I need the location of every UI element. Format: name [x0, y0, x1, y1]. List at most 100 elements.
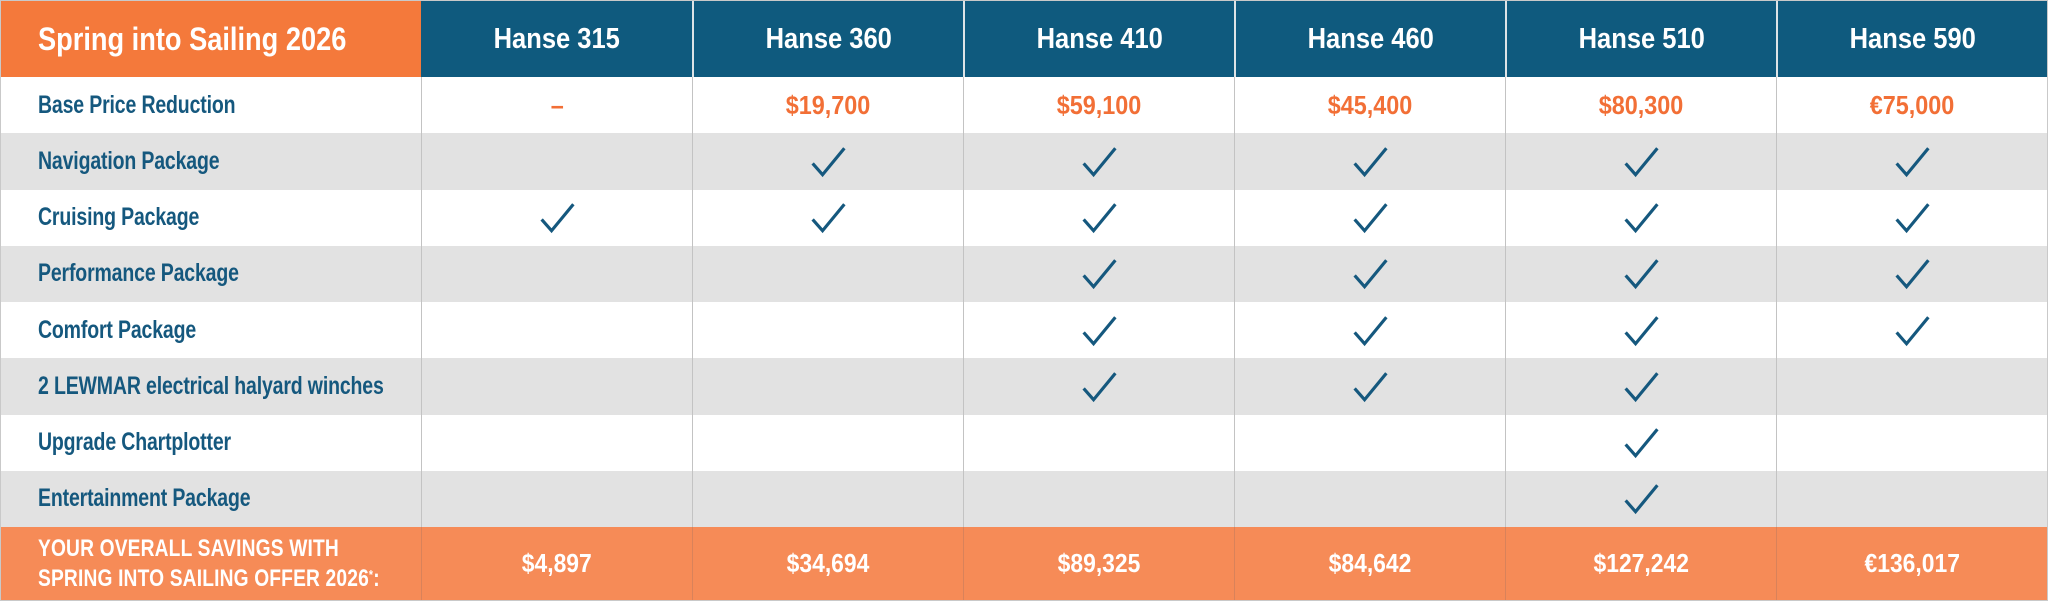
cell-upgrade-chartplotter-hanse-315 — [421, 414, 692, 471]
checkmark-icon — [1623, 259, 1659, 290]
checkmark-icon — [1623, 203, 1659, 234]
checkmark-icon — [1081, 203, 1117, 234]
cell-comfort-package-hanse-460 — [1234, 302, 1505, 359]
cell-upgrade-chartplotter-hanse-510 — [1505, 414, 1776, 471]
checkmark-icon — [1623, 428, 1659, 459]
cell-2-lewmar-electrical-halyard-winches-hanse-360 — [692, 358, 963, 415]
cell-entertainment-package-hanse-360 — [692, 470, 963, 527]
cell-upgrade-chartplotter-hanse-460 — [1234, 414, 1505, 471]
row-label-navigation-package: Navigation Package — [1, 133, 421, 190]
checkmark-icon — [1081, 315, 1117, 346]
cell-performance-package-hanse-360 — [692, 245, 963, 302]
footer-value: $89,325 — [1057, 548, 1141, 578]
column-header-hanse-315: Hanse 315 — [421, 1, 692, 77]
checkmark-icon — [1352, 315, 1388, 346]
row-label-upgrade-chartplotter: Upgrade Chartplotter — [1, 414, 421, 471]
row-label-base-price-reduction: Base Price Reduction — [1, 77, 421, 134]
cell-upgrade-chartplotter-hanse-410 — [963, 414, 1234, 471]
cell-2-lewmar-electrical-halyard-winches-hanse-460 — [1234, 358, 1505, 415]
checkmark-icon — [1623, 147, 1659, 178]
price-value: €75,000 — [1869, 89, 1955, 120]
row-label-2-lewmar-electrical-halyard-winches: 2 LEWMAR electrical halyard winches — [1, 358, 421, 415]
row-label-text: Navigation Package — [38, 146, 220, 175]
cell-cruising-package-hanse-360 — [692, 189, 963, 246]
checkmark-icon — [1623, 315, 1659, 346]
cell-navigation-package-hanse-360 — [692, 133, 963, 190]
cell-cruising-package-hanse-460 — [1234, 189, 1505, 246]
price-value: $19,700 — [785, 89, 871, 120]
cell-navigation-package-hanse-510 — [1505, 133, 1776, 190]
row-label-cruising-package: Cruising Package — [1, 189, 421, 246]
checkmark-icon — [1081, 372, 1117, 403]
column-header-hanse-590: Hanse 590 — [1776, 1, 2047, 77]
row-label-text: Upgrade Chartplotter — [38, 428, 231, 457]
column-header-label: Hanse 360 — [765, 22, 892, 55]
row-label-entertainment-package: Entertainment Package — [1, 470, 421, 527]
cell-2-lewmar-electrical-halyard-winches-hanse-315 — [421, 358, 692, 415]
row-label-text: Performance Package — [38, 259, 239, 288]
column-header-label: Hanse 315 — [493, 22, 620, 55]
footer-label-line2: SPRING INTO SAILING OFFER 2026*: — [38, 564, 380, 593]
cell-comfort-package-hanse-510 — [1505, 302, 1776, 359]
price-value: – — [550, 89, 564, 120]
cell-2-lewmar-electrical-halyard-winches-hanse-590 — [1776, 358, 2047, 415]
price-value: $80,300 — [1598, 89, 1684, 120]
cell-cruising-package-hanse-510 — [1505, 189, 1776, 246]
checkmark-icon — [1623, 484, 1659, 515]
cell-entertainment-package-hanse-410 — [963, 470, 1234, 527]
cell-entertainment-package-hanse-460 — [1234, 470, 1505, 527]
cell-upgrade-chartplotter-hanse-360 — [692, 414, 963, 471]
row-label-text: Comfort Package — [38, 315, 197, 344]
footer-value-hanse-590: €136,017 — [1776, 527, 2047, 600]
row-label-text: Entertainment Package — [38, 484, 251, 513]
cell-base-price-reduction-hanse-410: $59,100 — [963, 77, 1234, 134]
cell-performance-package-hanse-590 — [1776, 245, 2047, 302]
checkmark-icon — [1352, 259, 1388, 290]
cell-entertainment-package-hanse-510 — [1505, 470, 1776, 527]
cell-comfort-package-hanse-315 — [421, 302, 692, 359]
column-header-label: Hanse 510 — [1578, 22, 1705, 55]
checkmark-icon — [1894, 203, 1930, 234]
checkmark-icon — [1081, 259, 1117, 290]
cell-base-price-reduction-hanse-315: – — [421, 77, 692, 134]
column-header-hanse-460: Hanse 460 — [1234, 1, 1505, 77]
footer-value: $4,897 — [522, 548, 592, 578]
footer-value: $127,242 — [1593, 548, 1689, 578]
footnote-asterisk: * — [368, 566, 374, 582]
row-label-text: 2 LEWMAR electrical halyard winches — [38, 371, 384, 400]
footer-value-hanse-410: $89,325 — [963, 527, 1234, 600]
checkmark-icon — [1352, 147, 1388, 178]
cell-upgrade-chartplotter-hanse-590 — [1776, 414, 2047, 471]
footer-label-colon: : — [373, 564, 380, 592]
cell-navigation-package-hanse-410 — [963, 133, 1234, 190]
cell-2-lewmar-electrical-halyard-winches-hanse-410 — [963, 358, 1234, 415]
checkmark-icon — [1081, 147, 1117, 178]
cell-performance-package-hanse-510 — [1505, 245, 1776, 302]
cell-base-price-reduction-hanse-590: €75,000 — [1776, 77, 2047, 134]
checkmark-icon — [1894, 315, 1930, 346]
row-label-text: Cruising Package — [38, 203, 200, 232]
checkmark-icon — [1352, 203, 1388, 234]
footer-value-hanse-510: $127,242 — [1505, 527, 1776, 600]
column-header-hanse-510: Hanse 510 — [1505, 1, 1776, 77]
footer-value: $34,694 — [786, 548, 870, 578]
footer-value-hanse-315: $4,897 — [421, 527, 692, 600]
checkmark-icon — [810, 203, 846, 234]
cell-entertainment-package-hanse-315 — [421, 470, 692, 527]
cell-base-price-reduction-hanse-460: $45,400 — [1234, 77, 1505, 134]
cell-2-lewmar-electrical-halyard-winches-hanse-510 — [1505, 358, 1776, 415]
checkmark-icon — [539, 203, 575, 234]
cell-comfort-package-hanse-410 — [963, 302, 1234, 359]
cell-performance-package-hanse-410 — [963, 245, 1234, 302]
cell-entertainment-package-hanse-590 — [1776, 470, 2047, 527]
row-label-comfort-package: Comfort Package — [1, 302, 421, 359]
cell-comfort-package-hanse-360 — [692, 302, 963, 359]
column-header-label: Hanse 590 — [1849, 22, 1976, 55]
page-title: Spring into Sailing 2026 — [38, 20, 347, 57]
cell-navigation-package-hanse-590 — [1776, 133, 2047, 190]
cell-cruising-package-hanse-410 — [963, 189, 1234, 246]
cell-base-price-reduction-hanse-360: $19,700 — [692, 77, 963, 134]
cell-navigation-package-hanse-315 — [421, 133, 692, 190]
promo-title-cell: Spring into Sailing 2026 — [1, 1, 421, 77]
